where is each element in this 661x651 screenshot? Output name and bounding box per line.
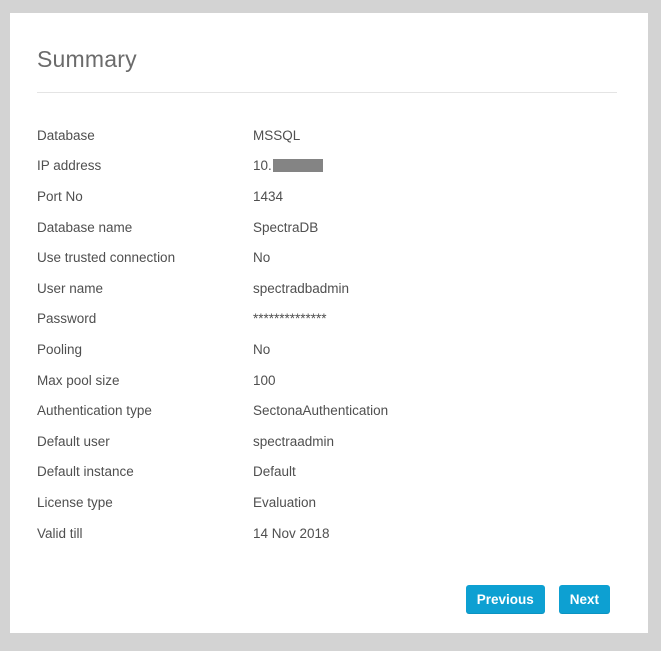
row-value: No <box>253 250 270 265</box>
summary-card-content: Summary Database MSSQL IP address 10. Po… <box>10 46 648 548</box>
row-value-text: 100 <box>253 372 276 388</box>
row-value: Default <box>253 464 296 479</box>
summary-row: Database MSSQL <box>37 120 617 151</box>
page-title: Summary <box>37 46 137 72</box>
row-value: SpectraDB <box>253 220 318 235</box>
row-label: Use trusted connection <box>37 250 176 266</box>
row-value: MSSQL <box>253 128 300 143</box>
row-value-text: 14 Nov 2018 <box>253 525 330 541</box>
summary-card: Summary Database MSSQL IP address 10. Po… <box>10 13 648 633</box>
row-value-text: SpectraDB <box>253 219 319 235</box>
row-label: User name <box>37 280 104 296</box>
row-value: spectraadmin <box>253 434 334 449</box>
row-label: Authentication type <box>37 403 152 419</box>
summary-row: Default instance Default <box>37 457 617 488</box>
row-label: Port No <box>37 188 83 204</box>
summary-row: Pooling No <box>37 334 617 365</box>
row-value-text: 1434 <box>253 188 284 204</box>
row-label: License type <box>37 494 113 510</box>
row-value: 10. <box>253 158 323 173</box>
row-value-text: No <box>253 341 271 357</box>
row-value-text: spectraadmin <box>253 433 335 449</box>
row-value: 14 Nov 2018 <box>253 526 330 541</box>
row-value: spectradbadmin <box>253 281 349 296</box>
row-value-text: SectonaAuthentication <box>253 403 389 419</box>
summary-row: Password ************** <box>37 304 617 335</box>
summary-row: Use trusted connection No <box>37 242 617 273</box>
summary-table: Database MSSQL IP address 10. Port No 14… <box>37 120 617 548</box>
row-value-text: MSSQL <box>253 127 301 143</box>
summary-row: IP address 10. <box>37 151 617 182</box>
row-label: Password <box>37 311 97 327</box>
summary-row: Default user spectraadmin <box>37 426 617 457</box>
row-value-text: Evaluation <box>253 494 317 510</box>
row-label: Default instance <box>37 464 134 480</box>
wizard-actions: Previous Next <box>465 585 610 614</box>
row-label: IP address <box>37 158 102 174</box>
row-value: 100 <box>253 373 276 388</box>
row-label: Database name <box>37 219 133 235</box>
row-value-text: No <box>253 250 271 266</box>
row-value: No <box>253 342 270 357</box>
row-label: Max pool size <box>37 372 120 388</box>
row-value-text: ************** <box>253 311 327 327</box>
summary-row: Max pool size 100 <box>37 365 617 396</box>
title-divider <box>37 92 617 93</box>
summary-row: Database name SpectraDB <box>37 212 617 243</box>
summary-row: License type Evaluation <box>37 487 617 518</box>
next-button[interactable]: Next <box>558 585 610 614</box>
row-value: SectonaAuthentication <box>253 403 388 418</box>
row-label: Default user <box>37 433 110 449</box>
row-value-text: 10. <box>253 158 272 174</box>
row-value: 1434 <box>253 189 283 204</box>
summary-row: Valid till 14 Nov 2018 <box>37 518 617 549</box>
previous-button[interactable]: Previous <box>465 585 545 614</box>
summary-row: User name spectradbadmin <box>37 273 617 304</box>
row-label: Pooling <box>37 341 83 357</box>
row-value-text: Default <box>253 464 296 480</box>
summary-row: Port No 1434 <box>37 181 617 212</box>
row-value-text: spectradbadmin <box>253 280 350 296</box>
redaction-block <box>272 159 323 173</box>
summary-row: Authentication type SectonaAuthenticatio… <box>37 395 617 426</box>
row-value: ************** <box>253 311 327 326</box>
row-label: Database <box>37 127 95 143</box>
row-value: Evaluation <box>253 495 316 510</box>
row-label: Valid till <box>37 525 83 541</box>
